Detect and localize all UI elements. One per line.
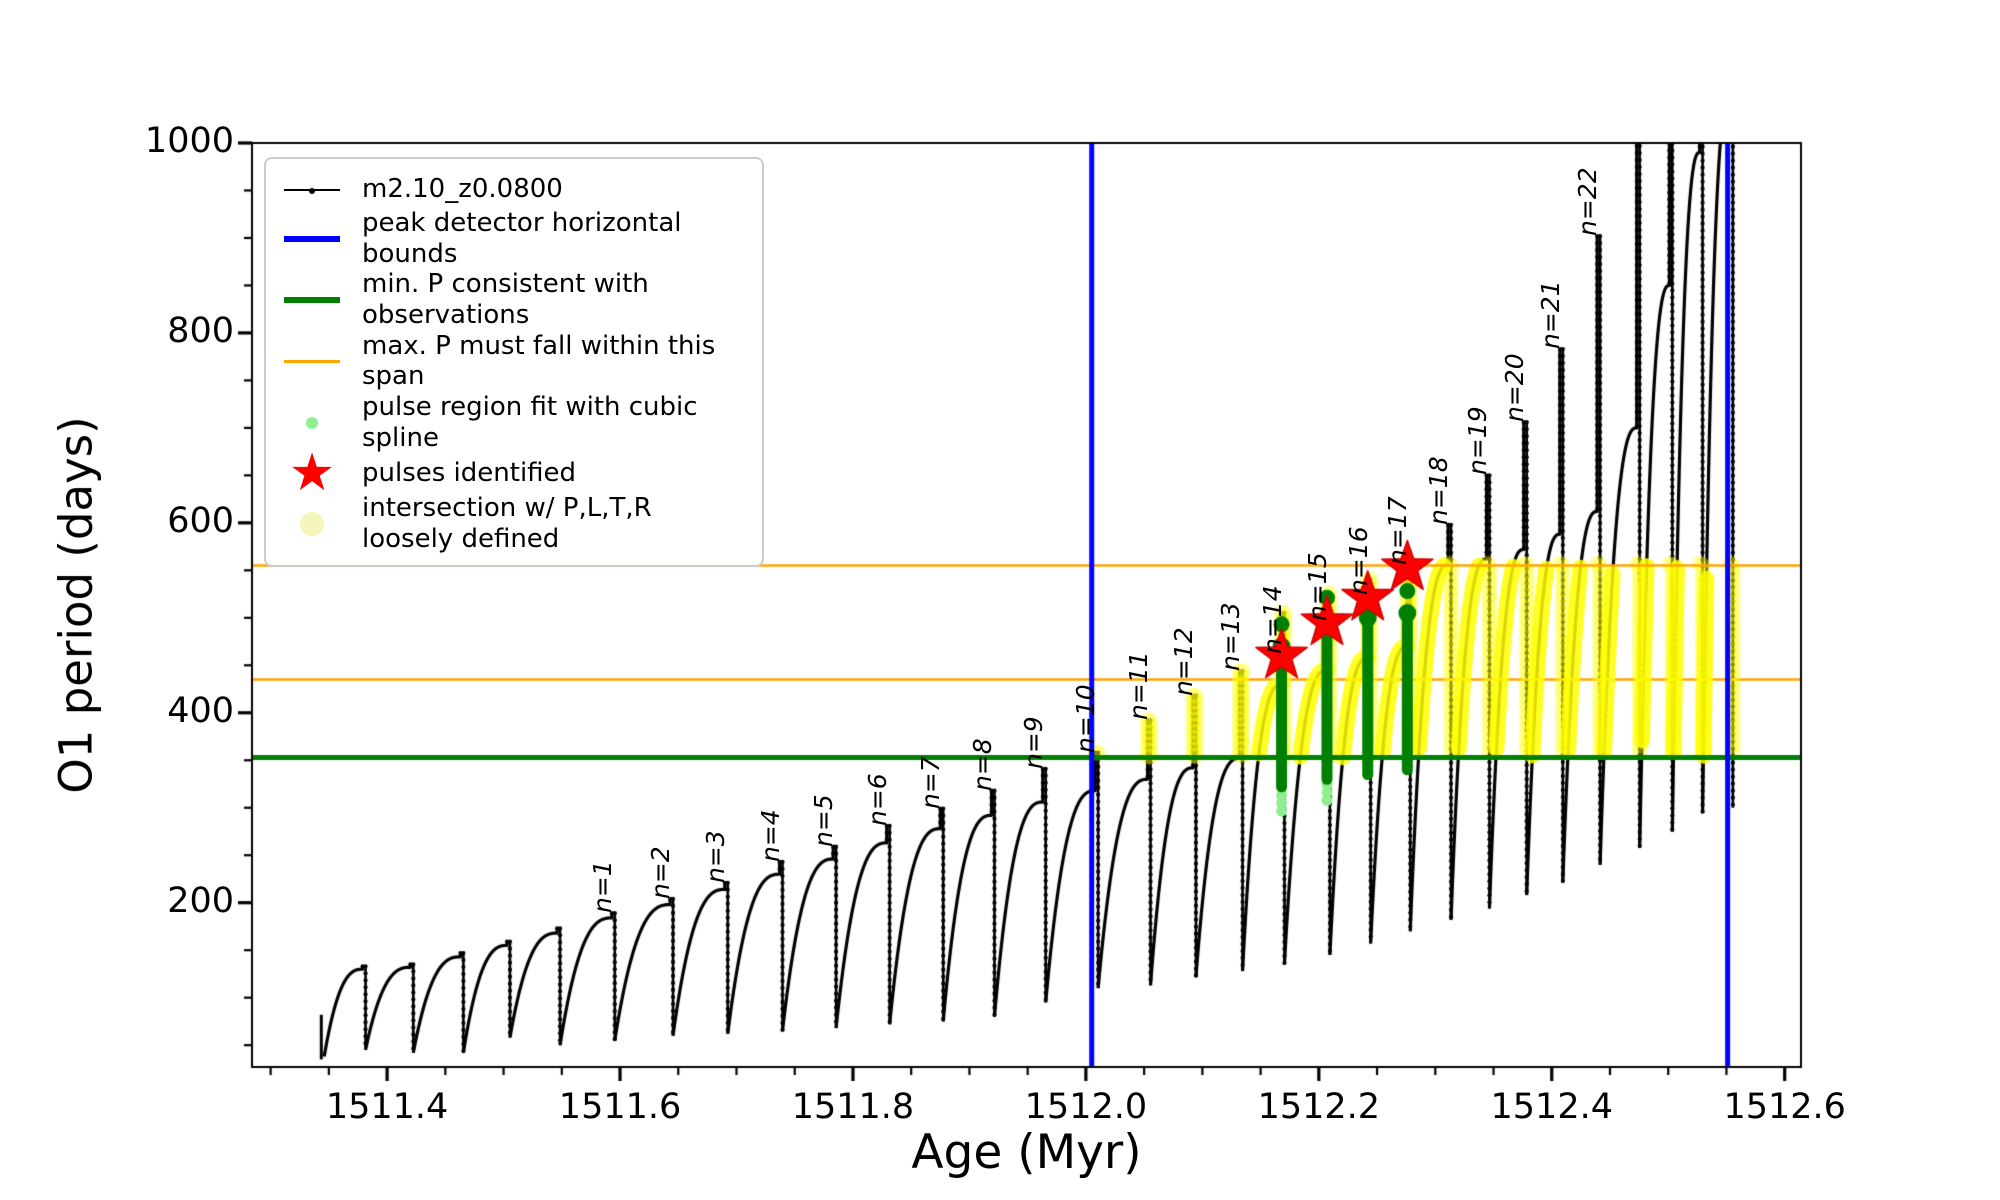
pulse-label-n-19: n=19 [1462, 406, 1492, 476]
pulse-label-n-7: n=7 [916, 755, 946, 809]
legend-item-3: max. P must fall within this span [280, 331, 746, 392]
pulse-label-n-15: n=15 [1302, 552, 1332, 621]
green-line-icon [280, 297, 344, 304]
pale-yellow-dot-icon [280, 512, 344, 537]
orange-line-icon [280, 359, 344, 363]
pulse-label-n-17: n=17 [1383, 496, 1413, 565]
red-star-icon: ★ [288, 443, 336, 504]
pulse-label-n-11: n=11 [1123, 651, 1153, 721]
pulse-label-n-1: n=1 [587, 860, 617, 914]
black-line-marker-icon [280, 187, 344, 194]
legend-item-label: peak detector horizontal bounds [362, 208, 682, 269]
pulse-label-n-10: n=10 [1071, 684, 1101, 753]
pulse-label-n-18: n=18 [1424, 456, 1454, 525]
x-tick-label: 1511.6 [558, 1087, 682, 1127]
pulse-label-n-2: n=2 [646, 846, 676, 899]
y-tick-label: 600 [167, 500, 234, 541]
x-tick-label: 1511.4 [325, 1087, 449, 1127]
y-tick-label: 1000 [144, 121, 234, 161]
legend: m2.10_z0.0800 peak detector horizontal bo… [264, 157, 764, 567]
pulse-label-n-12: n=12 [1169, 627, 1199, 696]
y-axis-label: O1 period (days) [49, 416, 103, 794]
legend-item-4: pulse region fit with cubic spline [280, 392, 746, 453]
legend-item-label: max. P must fall within this span [362, 330, 716, 392]
y-tick-label: 200 [167, 880, 234, 921]
legend-item-1: peak detector horizontal bounds [280, 208, 746, 269]
pulse-label-n-13: n=13 [1215, 602, 1245, 671]
legend-item-label: pulses identified [362, 458, 577, 489]
pulse-label-n-21: n=21 [1535, 280, 1565, 350]
pulse-label-n-20: n=20 [1499, 353, 1529, 423]
y-tick-label: 800 [167, 310, 234, 351]
pulse-label-n-5: n=5 [809, 793, 839, 847]
x-tick-label: 1512.2 [1257, 1087, 1381, 1127]
legend-item-label: intersection w/ P,L,T,R loosely defined [362, 493, 652, 555]
pulse-label-n-3: n=3 [700, 830, 730, 883]
pulse-label-n-16: n=16 [1343, 526, 1373, 596]
y-tick-label: 400 [167, 690, 234, 731]
pulse-label-n-22: n=22 [1573, 167, 1603, 237]
pulse-label-n-8: n=8 [967, 737, 997, 791]
pulse-label-n-4: n=4 [755, 809, 785, 862]
legend-item-6: intersection w/ P,L,T,R loosely defined [280, 493, 746, 554]
light-green-dot-icon [280, 416, 344, 429]
legend-item-2: min. P consistent with observations [280, 269, 746, 330]
pulse-label-n-9: n=9 [1018, 716, 1048, 769]
pulse-label-n-6: n=6 [862, 773, 892, 826]
x-tick-label: 1512.6 [1723, 1087, 1846, 1127]
x-axis-label: Age (Myr) [911, 1125, 1142, 1180]
legend-item-5: ★ pulses identified [280, 443, 746, 504]
pulse-label-n-14: n=14 [1257, 585, 1287, 654]
legend-item-label: min. P consistent with observations [362, 269, 649, 331]
legend-item-0: m2.10_z0.0800 [280, 171, 746, 208]
x-tick-label: 1511.8 [791, 1087, 915, 1127]
legend-item-label: m2.10_z0.0800 [362, 174, 563, 205]
x-tick-label: 1512.4 [1490, 1087, 1613, 1127]
legend-item-label: pulse region fit with cubic spline [362, 392, 698, 453]
x-tick-label: 1512.0 [1024, 1087, 1148, 1127]
blue-line-icon [280, 235, 344, 242]
